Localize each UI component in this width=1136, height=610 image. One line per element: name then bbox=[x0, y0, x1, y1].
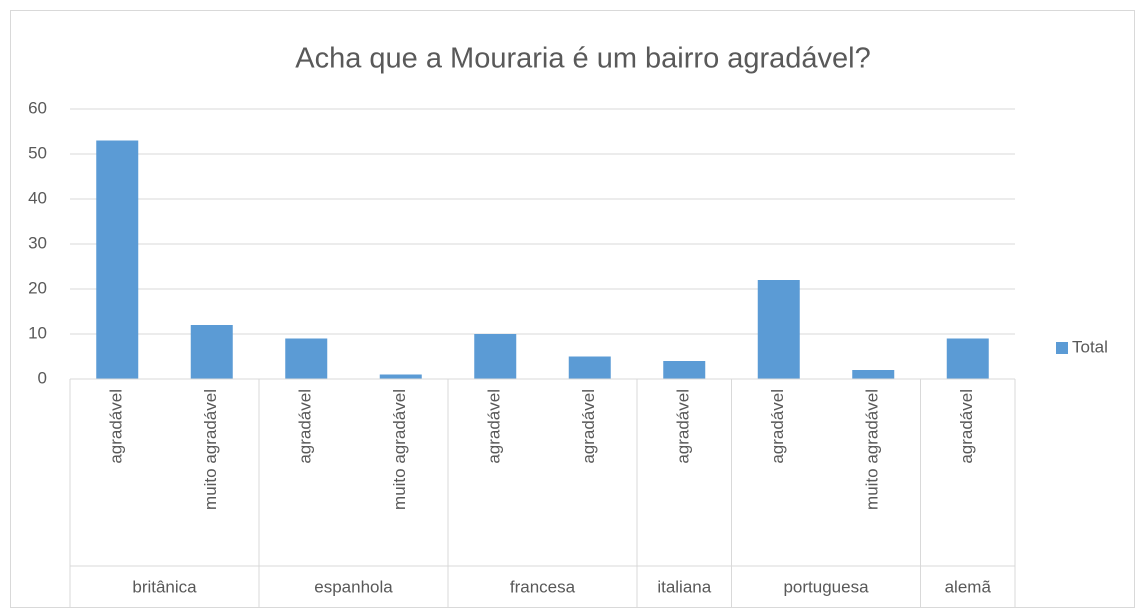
bar bbox=[852, 370, 895, 379]
bar bbox=[285, 338, 328, 379]
bar bbox=[190, 325, 233, 379]
group-label: britânica bbox=[132, 577, 197, 596]
chart-border bbox=[10, 10, 1135, 608]
y-tick-label: 10 bbox=[28, 323, 47, 342]
x-tick-label: muito agradável bbox=[201, 389, 220, 510]
y-tick-label: 0 bbox=[38, 368, 47, 387]
x-tick-label: agradável bbox=[579, 389, 598, 464]
y-tick-label: 20 bbox=[28, 278, 47, 297]
bar bbox=[946, 338, 989, 379]
x-tick-label: muito agradável bbox=[863, 389, 882, 510]
bar bbox=[663, 361, 706, 379]
group-label: espanhola bbox=[314, 577, 393, 596]
chart-title: Acha que a Mouraria é um bairro agradáve… bbox=[295, 43, 871, 75]
x-tick-label: agradável bbox=[768, 389, 787, 464]
bar bbox=[568, 356, 611, 379]
x-tick-label: agradável bbox=[107, 389, 126, 464]
x-tick-label: agradável bbox=[674, 389, 693, 464]
y-tick-label: 50 bbox=[28, 143, 47, 162]
x-tick-label: agradável bbox=[957, 389, 976, 464]
x-tick-label: muito agradável bbox=[390, 389, 409, 510]
x-tick-label: agradável bbox=[485, 389, 504, 464]
x-tick-label: agradável bbox=[296, 389, 315, 464]
y-tick-label: 30 bbox=[28, 233, 47, 252]
group-label: alemã bbox=[945, 577, 992, 596]
bar bbox=[379, 374, 422, 379]
y-tick-label: 40 bbox=[28, 188, 47, 207]
legend-label: Total bbox=[1072, 337, 1108, 356]
bar bbox=[96, 140, 139, 379]
bar bbox=[757, 280, 800, 379]
legend-swatch bbox=[1056, 342, 1068, 354]
group-label: italiana bbox=[657, 577, 711, 596]
group-label: francesa bbox=[510, 577, 576, 596]
y-tick-label: 60 bbox=[28, 98, 47, 117]
group-label: portuguesa bbox=[783, 577, 869, 596]
bar bbox=[474, 334, 517, 379]
